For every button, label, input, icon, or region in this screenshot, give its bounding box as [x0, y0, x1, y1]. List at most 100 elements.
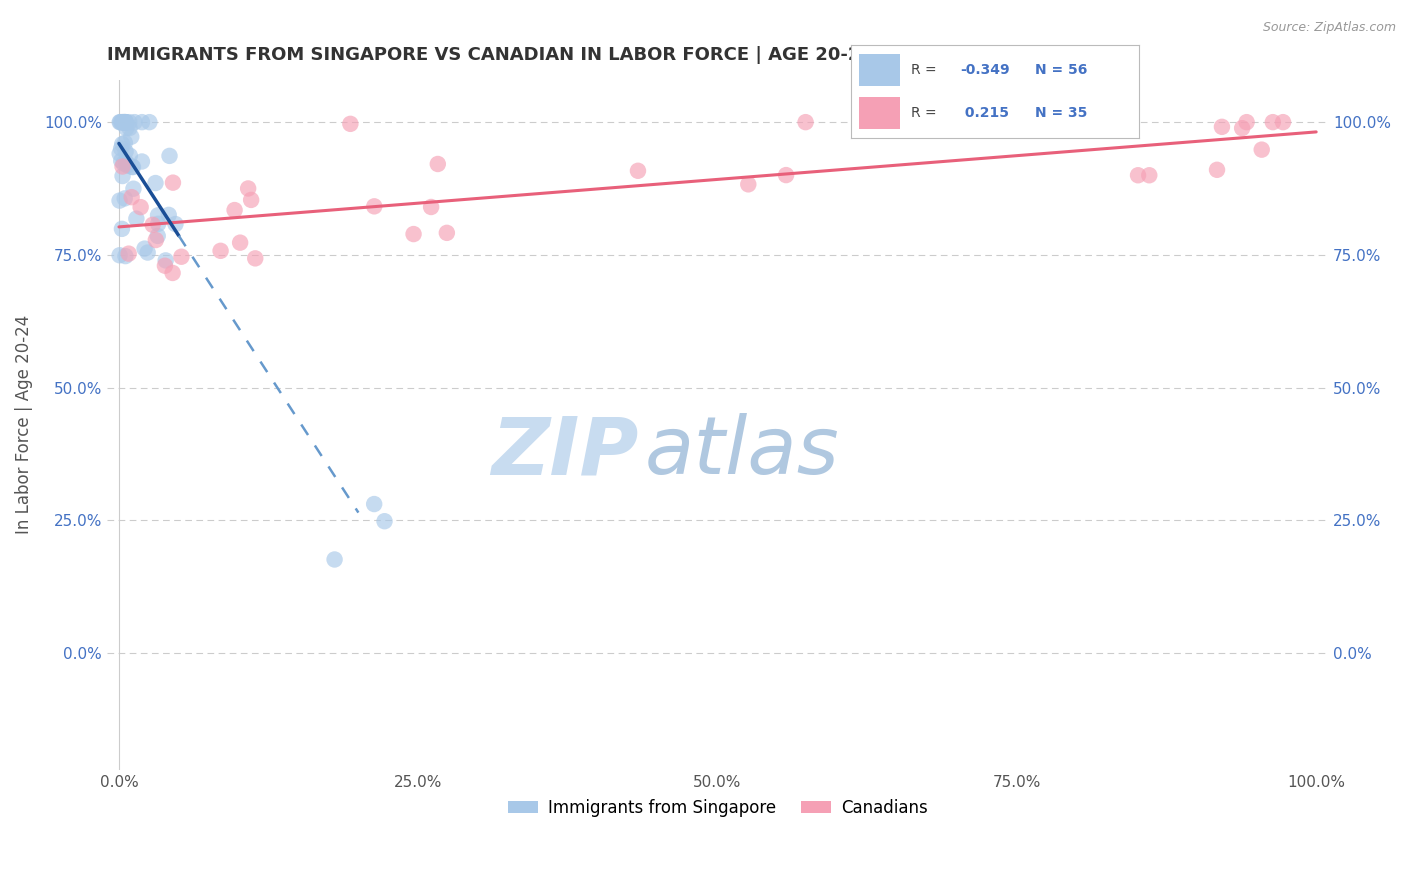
Point [240, 193, 263, 207]
Text: -0.349: -0.349 [960, 63, 1010, 77]
Point [165, 217, 187, 231]
Point [111, 115, 134, 129]
Point [737, 178, 759, 192]
Point [108, 115, 131, 129]
Point [115, 157, 138, 171]
Point [114, 115, 136, 129]
Point [108, 146, 131, 161]
Text: R =: R = [911, 63, 936, 77]
Point [148, 217, 170, 231]
Point [363, 497, 385, 511]
Text: atlas: atlas [644, 414, 839, 491]
Point [112, 115, 135, 129]
Point [162, 266, 184, 280]
Point [112, 115, 135, 129]
Point [124, 115, 146, 129]
Point [112, 115, 135, 129]
Point [134, 242, 156, 256]
Point [114, 249, 136, 263]
Point [111, 222, 134, 236]
Point [373, 514, 395, 528]
Point [153, 259, 176, 273]
Text: N = 35: N = 35 [1035, 106, 1087, 120]
Point [121, 160, 143, 174]
Y-axis label: In Labor Force | Age 20-24: In Labor Force | Age 20-24 [15, 315, 32, 534]
Point [145, 176, 167, 190]
Point [131, 115, 153, 129]
Point [157, 208, 180, 222]
Text: Source: ZipAtlas.com: Source: ZipAtlas.com [1263, 21, 1396, 34]
Point [1126, 168, 1149, 182]
Point [111, 160, 134, 174]
Point [114, 115, 136, 129]
Point [170, 250, 193, 264]
Point [118, 115, 141, 129]
Point [363, 199, 385, 213]
Point [115, 115, 138, 129]
Point [115, 121, 138, 136]
Point [775, 168, 797, 182]
Point [118, 121, 141, 136]
Point [436, 226, 458, 240]
Point [114, 136, 136, 150]
Point [108, 248, 131, 262]
Point [627, 163, 650, 178]
Point [145, 233, 167, 247]
Point [114, 115, 136, 129]
Point [114, 115, 136, 129]
Point [402, 227, 425, 241]
Point [224, 202, 246, 217]
Point [115, 155, 138, 169]
Point [117, 159, 139, 173]
Point [111, 137, 134, 152]
Point [1230, 121, 1253, 136]
Point [122, 182, 145, 196]
Text: 0.215: 0.215 [960, 106, 1010, 120]
Point [131, 154, 153, 169]
Point [209, 244, 232, 258]
Point [1272, 115, 1295, 129]
Text: IMMIGRANTS FROM SINGAPORE VS CANADIAN IN LABOR FORCE | AGE 20-24 CORRELATION CHA: IMMIGRANTS FROM SINGAPORE VS CANADIAN IN… [107, 46, 1094, 64]
Point [159, 149, 181, 163]
Bar [859, 97, 900, 129]
Point [1137, 168, 1160, 182]
Point [1211, 120, 1233, 134]
Point [110, 115, 132, 129]
Point [114, 115, 136, 129]
Point [146, 228, 169, 243]
Point [118, 246, 141, 260]
Point [129, 200, 152, 214]
Point [136, 245, 159, 260]
Point [112, 156, 135, 170]
Point [142, 218, 165, 232]
Point [125, 211, 148, 226]
Point [114, 191, 136, 205]
Point [155, 253, 177, 268]
Point [339, 117, 361, 131]
Text: R =: R = [911, 106, 936, 120]
Point [146, 208, 169, 222]
Point [1236, 115, 1258, 129]
Point [111, 169, 134, 183]
Point [1206, 162, 1229, 177]
Point [110, 141, 132, 155]
Point [236, 181, 259, 195]
Point [426, 157, 449, 171]
Point [323, 552, 346, 566]
Point [121, 190, 143, 204]
Legend: Immigrants from Singapore, Canadians: Immigrants from Singapore, Canadians [501, 792, 934, 824]
Point [112, 115, 135, 129]
Point [794, 115, 817, 129]
Point [114, 145, 136, 159]
Text: ZIP: ZIP [491, 414, 638, 491]
Point [245, 252, 267, 266]
Point [118, 149, 141, 163]
Point [162, 176, 184, 190]
Point [110, 153, 132, 168]
Point [110, 115, 132, 129]
Point [1250, 143, 1272, 157]
Point [1261, 115, 1284, 129]
Point [122, 160, 145, 174]
Text: N = 56: N = 56 [1035, 63, 1087, 77]
Point [229, 235, 252, 250]
